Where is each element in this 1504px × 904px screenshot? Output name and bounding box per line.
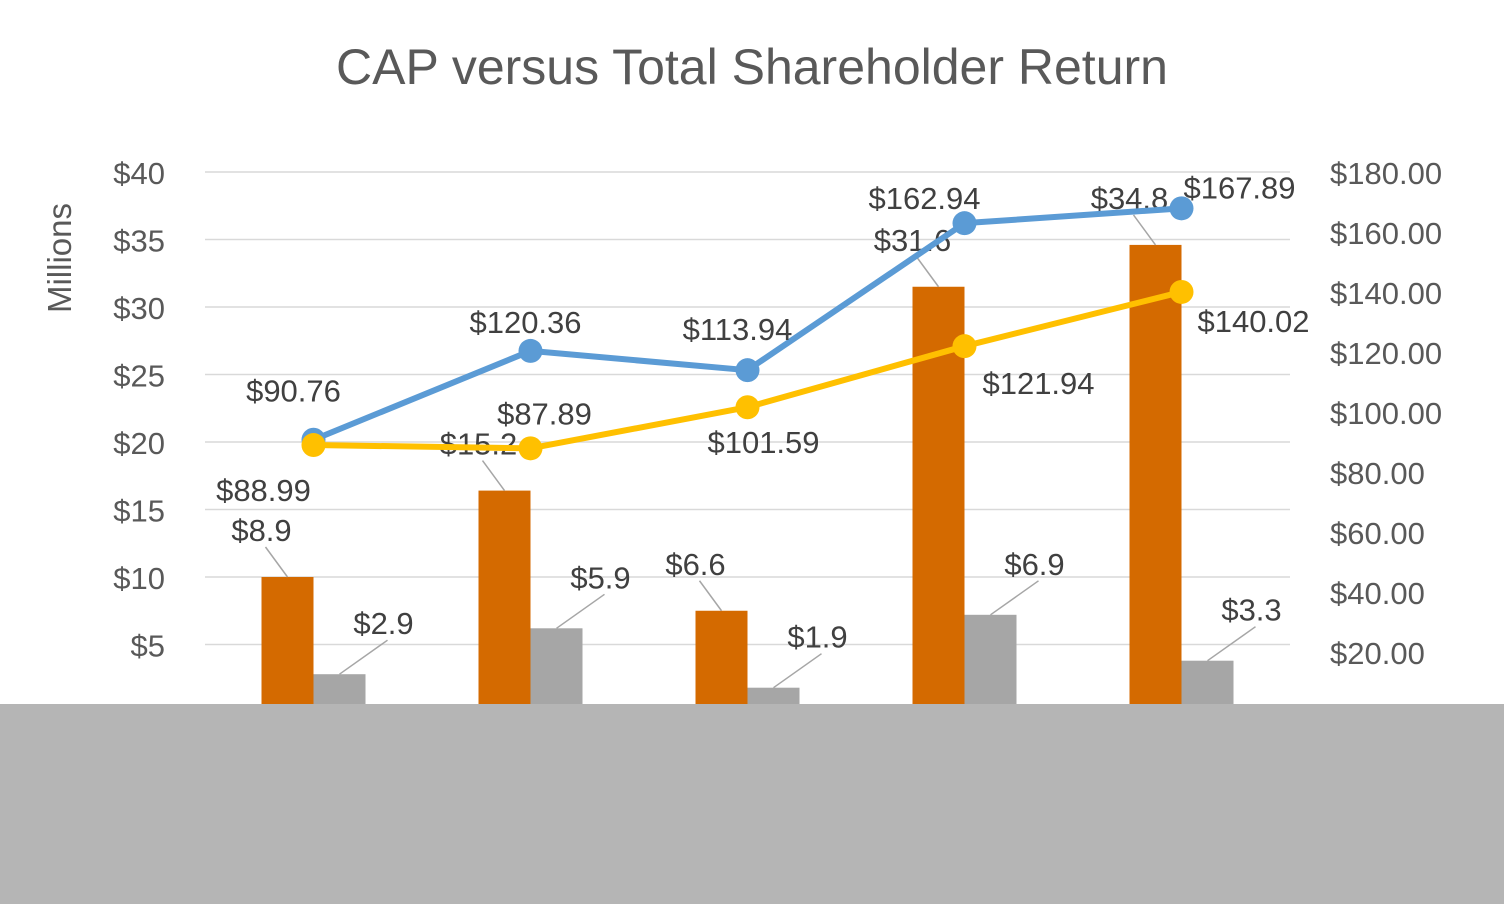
line-data-label: $90.76 (246, 374, 341, 409)
bar-label-leader (698, 580, 723, 612)
line-data-label: $87.89 (497, 396, 592, 431)
left-axis-tick-label: $10 (113, 561, 165, 596)
bar (261, 577, 314, 712)
line-point (952, 211, 977, 236)
line-point (735, 358, 760, 383)
bar-data-label: $8.9 (231, 513, 291, 548)
bar (1181, 660, 1234, 712)
line-point (952, 334, 977, 359)
right-axis-tick-label: $60.00 (1330, 516, 1425, 551)
bar-data-label: $5.9 (570, 560, 630, 595)
chart-title: CAP versus Total Shareholder Return (336, 39, 1168, 95)
bar (964, 614, 1017, 712)
line-data-label: $88.99 (216, 473, 311, 508)
right-axis-tick-label: $20.00 (1330, 636, 1425, 671)
bar-label-leader (1207, 626, 1256, 662)
line-data-label: $113.94 (683, 312, 793, 347)
right-axis-tick-label: $140.00 (1330, 276, 1442, 311)
line-point (518, 338, 543, 363)
left-axis-tick-label: $40 (113, 156, 165, 191)
bar-data-label: $2.9 (353, 606, 413, 641)
redaction-block (0, 704, 1504, 904)
bar-data-label: $1.9 (787, 620, 847, 655)
right-axis-tick-label: $80.00 (1330, 456, 1425, 491)
left-axis-tick-label: $5 (131, 629, 165, 664)
left-axis-tick-label: $30 (113, 291, 165, 326)
line-point (1169, 196, 1194, 221)
right-axis-tick-label: $120.00 (1330, 336, 1442, 371)
bar-data-label: $6.9 (1004, 547, 1064, 582)
left-axis-tick-label: $35 (113, 224, 165, 259)
bar-label-leader (915, 256, 940, 288)
redaction-block-left (0, 718, 140, 904)
line-data-label: $140.02 (1197, 304, 1309, 339)
bar-data-label: $3.3 (1221, 593, 1281, 628)
bar-label-leader (990, 580, 1039, 616)
line-point (1169, 279, 1194, 304)
left-axis-tick-label: $25 (113, 359, 165, 394)
bar-label-leader (339, 639, 388, 675)
line-data-label: $101.59 (707, 425, 819, 460)
line-point (301, 433, 326, 458)
line-data-label: $120.36 (469, 305, 581, 340)
left-axis-tick-label: $20 (113, 426, 165, 461)
left-axis-tick-label: $15 (113, 494, 165, 529)
right-axis-tick-label: $160.00 (1330, 216, 1442, 251)
bar-data-label: $6.6 (665, 547, 725, 582)
bar-data-label: $15.2 (440, 427, 518, 462)
line-point (735, 395, 760, 420)
right-axis-tick-label: $180.00 (1330, 156, 1442, 191)
bar (530, 628, 583, 712)
right-axis-tick-label: $100.00 (1330, 396, 1442, 431)
right-axis-tick-label: $40.00 (1330, 576, 1425, 611)
bar-label-leader (264, 546, 289, 578)
bar (695, 610, 748, 712)
bar-label-leader (1132, 214, 1157, 246)
bar-label-leader (481, 460, 506, 492)
bar-label-leader (773, 653, 822, 689)
line-point (518, 436, 543, 461)
bar (478, 490, 531, 712)
bar-label-leader (556, 593, 605, 629)
bar (1129, 244, 1182, 712)
line-data-label: $167.89 (1183, 170, 1295, 205)
line-data-label: $162.94 (868, 181, 980, 216)
line-data-label: $121.94 (982, 366, 1094, 401)
